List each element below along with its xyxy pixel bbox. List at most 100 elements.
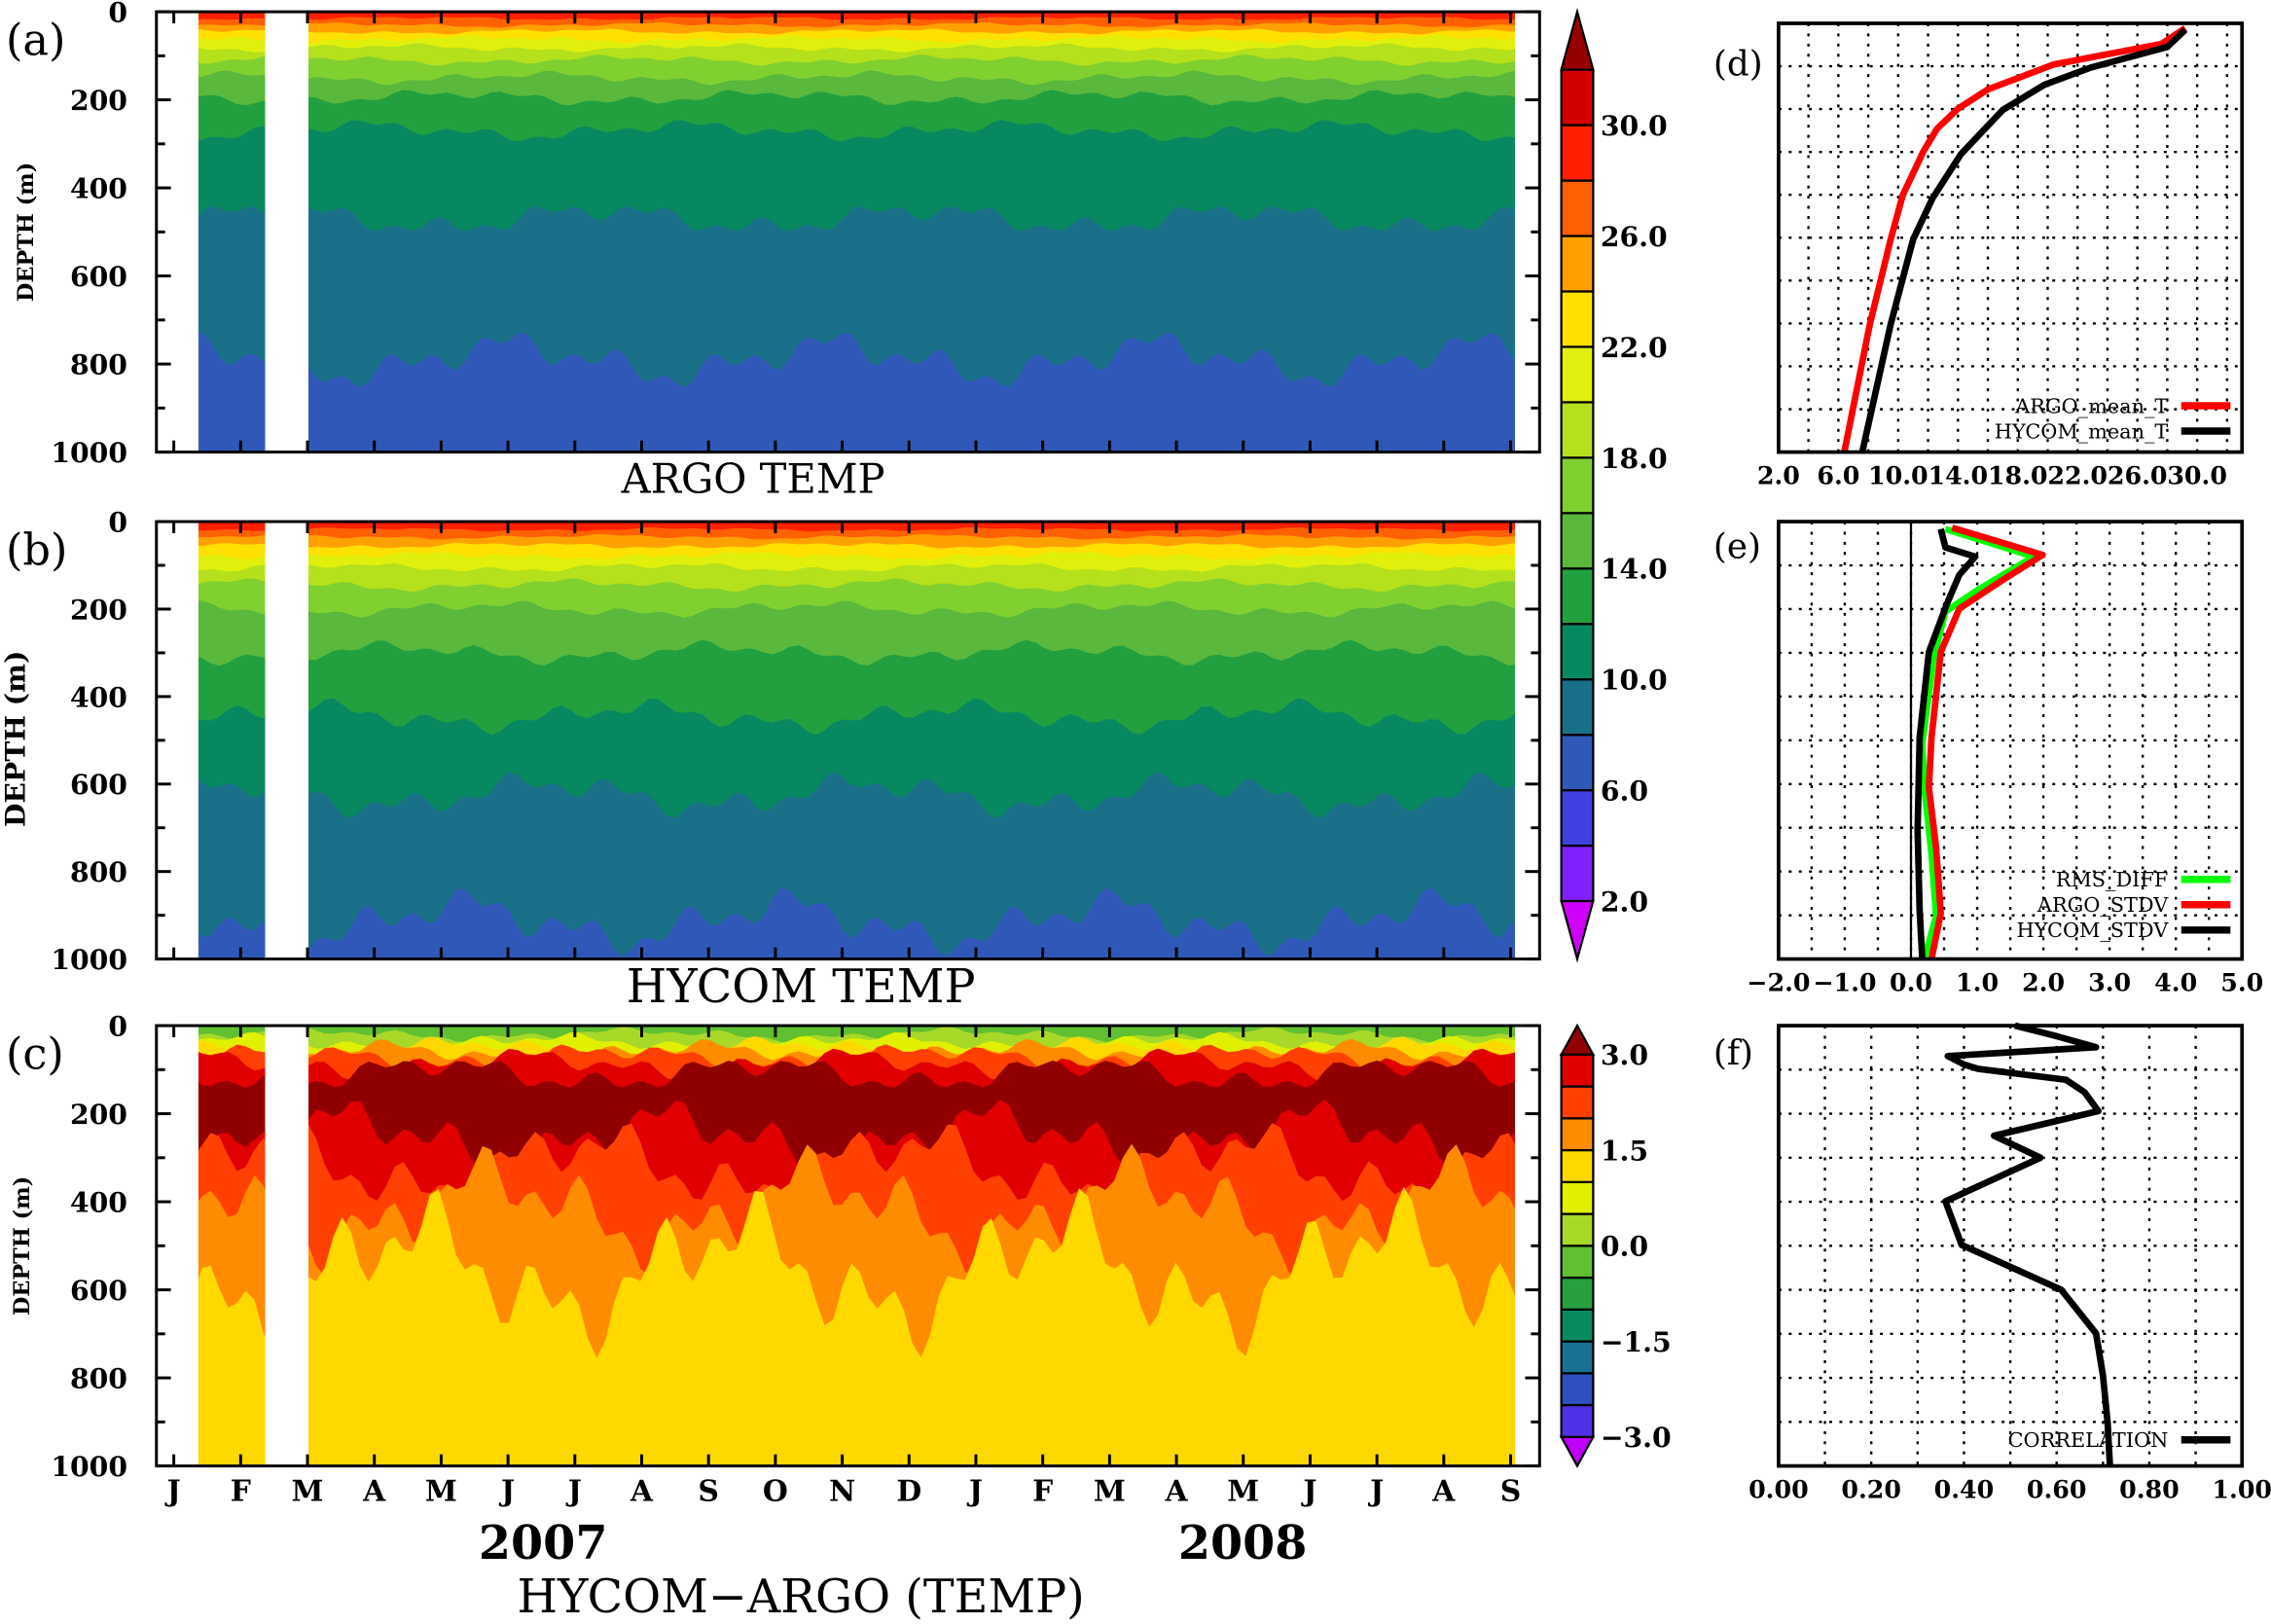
legend-label: CORRELATION — [2008, 1428, 2169, 1452]
x-tick-label: 4.0 — [2154, 967, 2197, 996]
month-label: F — [231, 1474, 251, 1508]
month-label: F — [1032, 1474, 1053, 1508]
x-tick-label: −1.0 — [1813, 967, 1876, 996]
colorbar-label: −1.5 — [1601, 1325, 1672, 1358]
x-tick-label: 2.0 — [1757, 460, 1800, 489]
colorbar-swatch — [1560, 235, 1595, 293]
colorbar-label: 1.5 — [1601, 1134, 1648, 1167]
colorbar-swatch — [1560, 1245, 1595, 1280]
month-label: O — [763, 1474, 788, 1508]
colorbar-swatch — [1560, 623, 1595, 681]
colorbar-swatch — [1560, 1180, 1595, 1215]
month-label: J — [1367, 1474, 1384, 1508]
colorbar-over-triangle — [1559, 1023, 1596, 1056]
month-label: N — [829, 1474, 855, 1508]
x-tick-label: −2.0 — [1747, 967, 1810, 996]
x-tick-label: 18.0 — [1988, 460, 2048, 489]
ylabel-c: DEPTH (m) — [10, 1176, 35, 1316]
month-label: J — [966, 1474, 983, 1508]
y-tick-label: 800 — [70, 1361, 127, 1394]
month-label: J — [164, 1474, 181, 1508]
colorbar-swatch — [1560, 789, 1595, 848]
legend-label: HYCOM_STDV — [2016, 919, 2169, 942]
y-tick-label: 600 — [70, 768, 127, 801]
colorbar-swatch — [1560, 734, 1595, 792]
x-tick-label: 0.60 — [2027, 1474, 2087, 1503]
legend-label: ARGO_mean_T — [2014, 394, 2168, 417]
y-tick-label: 0 — [108, 0, 127, 29]
title-b: HYCOM TEMP — [627, 960, 976, 1014]
contour-band — [198, 1186, 1515, 1466]
contour-field-c — [198, 1026, 1515, 1466]
colorbar-swatch — [1560, 456, 1595, 515]
colorbar-label: 30.0 — [1601, 109, 1668, 142]
x-tick-label: 0.80 — [2119, 1474, 2180, 1503]
y-tick-label: 0 — [108, 1009, 127, 1042]
panel-label-b: (b) — [6, 525, 67, 576]
month-label: A — [1431, 1474, 1456, 1508]
line-panel-e: −2.0 −1.0 0.0 1.0 2.0 3.0 4.0 5.0 RMS_DIFFARGO_S… — [1747, 520, 2263, 996]
colorbar-swatch — [1560, 179, 1595, 237]
colorbar-swatch — [1560, 1085, 1595, 1120]
colorbar-under-triangle — [1560, 899, 1595, 963]
series-line-correlation — [1942, 1022, 2113, 1466]
y-tick-label: 200 — [70, 84, 127, 117]
colorbar-swatch — [1560, 345, 1595, 404]
legend-label: ARGO_STDV — [2037, 893, 2169, 917]
panel-label-a: (a) — [6, 16, 65, 66]
ylabel-a: DEPTH (m) — [14, 162, 39, 302]
plot-frame — [1777, 1024, 2245, 1468]
colorbar-swatch — [1560, 1403, 1595, 1438]
line-panel-d: 2.0 6.0 10.0 14.0 18.0 22.0 26.0 30.0 ARGO_mean_… — [1757, 21, 2245, 489]
year-label-2007: 2007 — [479, 1516, 608, 1570]
colorbar-temp: 2.0 6.0 10.0 14.0 18.0 22.0 26.0 30.0 — [1560, 7, 1668, 963]
plot-frame — [1777, 520, 2245, 961]
colorbar-swatch — [1560, 1276, 1595, 1311]
contour-field-a — [198, 12, 1515, 452]
colorbar-swatch — [1560, 124, 1595, 182]
colorbar-swatch — [1560, 1340, 1595, 1375]
x-tick-label: 5.0 — [2220, 967, 2263, 996]
panel-label-e: (e) — [1713, 526, 1761, 566]
x-tick-label: 1.00 — [2212, 1474, 2271, 1503]
x-tick-label: 6.0 — [1817, 460, 1859, 489]
month-label: A — [362, 1474, 386, 1508]
month-label: D — [896, 1474, 921, 1508]
x-tick-label: 22.0 — [2047, 460, 2108, 489]
colorbar-label: 3.0 — [1601, 1038, 1648, 1071]
panel-label-d: (d) — [1713, 45, 1763, 85]
y-tick-label: 400 — [70, 680, 127, 713]
colorbar-swatch — [1560, 1308, 1595, 1343]
series-line-hycom_mean_t — [1858, 27, 2188, 453]
panel-label-f: (f) — [1713, 1033, 1753, 1073]
y-tick-label: 400 — [70, 1185, 127, 1218]
colorbar-over-triangle — [1560, 7, 1595, 71]
month-label: J — [1300, 1474, 1316, 1508]
colorbar-label: 0.0 — [1601, 1230, 1648, 1263]
colorbar-swatch — [1560, 567, 1595, 626]
colorbar-label: 10.0 — [1601, 664, 1668, 697]
series-line-rms_diff — [1919, 525, 2037, 960]
colorbar-label: 2.0 — [1601, 884, 1648, 918]
colorbar-label: 14.0 — [1601, 553, 1668, 586]
colorbar-swatch — [1560, 68, 1595, 126]
month-label: A — [1164, 1474, 1188, 1508]
y-tick-label: 0 — [108, 505, 127, 538]
plot-frame — [1777, 21, 2245, 454]
month-label: J — [565, 1474, 582, 1508]
contour-field-b — [198, 522, 1515, 959]
month-label: A — [630, 1474, 654, 1508]
month-label: S — [698, 1474, 719, 1508]
y-tick-label: 800 — [70, 855, 127, 888]
colorbar-label: 6.0 — [1601, 775, 1648, 808]
x-tick-label: 26.0 — [2108, 460, 2168, 489]
colorbar-label: 18.0 — [1601, 442, 1668, 475]
x-tick-label: 0.20 — [1841, 1474, 1901, 1503]
colorbar-swatch — [1560, 844, 1595, 903]
colorbar-swatch — [1560, 290, 1595, 348]
series-line-hycom_stdv — [1914, 527, 1979, 959]
panel-label-c: (c) — [6, 1029, 64, 1080]
series-line-argo_stdv — [1926, 524, 2046, 960]
y-tick-label: 600 — [70, 260, 127, 293]
